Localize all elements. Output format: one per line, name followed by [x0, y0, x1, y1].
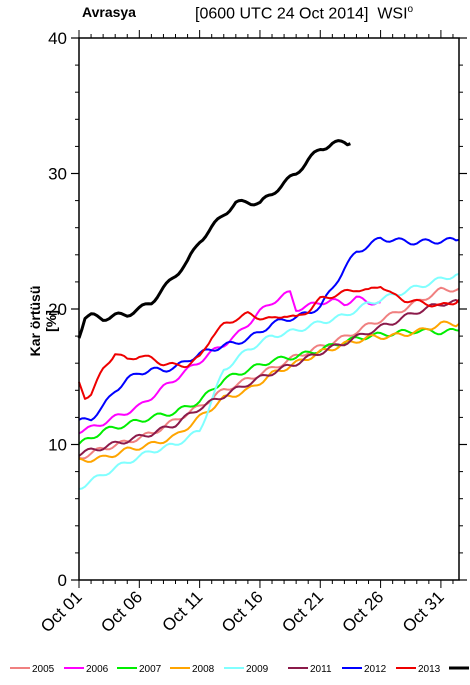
- legend-label-2006: 2006: [86, 664, 109, 675]
- x-tick-label-21: Oct 21: [278, 587, 327, 636]
- series-line-2014: [77, 139, 351, 339]
- brand-logo: WSI: [377, 5, 408, 23]
- series-line-2007: [78, 327, 460, 445]
- x-tick-label-31: Oct 31: [399, 587, 448, 636]
- brand-logo-sup: o: [407, 4, 414, 15]
- legend-label-2013: 2013: [418, 664, 441, 675]
- x-tick-label-1: Oct 01: [37, 587, 86, 636]
- legend-label-2009: 2009: [246, 664, 269, 675]
- series-line-2013: [78, 286, 460, 400]
- chart-timestamp: [0600 UTC 24 Oct 2014] WSIo: [195, 4, 413, 23]
- y-tick-label-0: 0: [58, 571, 67, 590]
- timestamp-text: [0600 UTC 24 Oct 2014]: [195, 5, 369, 23]
- y-tick-label-30: 30: [48, 165, 67, 184]
- legend-label-2005: 2005: [32, 664, 55, 675]
- x-tick-label-6: Oct 06: [97, 587, 146, 636]
- x-tick-label-11: Oct 11: [159, 587, 207, 635]
- chart-region-title: Avrasya: [82, 4, 136, 20]
- legend-label-2012: 2012: [364, 664, 387, 675]
- series-layer: [77, 139, 460, 490]
- legend-label-2011: 2011: [310, 664, 332, 675]
- legend-layer: 200520062007200820092011201220132014: [10, 664, 469, 675]
- y-tick-label-20: 20: [48, 300, 67, 319]
- series-line-2012: [78, 236, 460, 422]
- legend-label-2007: 2007: [139, 664, 162, 675]
- x-tick-label-26: Oct 26: [339, 587, 388, 636]
- y-tick-label-40: 40: [48, 29, 67, 48]
- legend-label-2008: 2008: [192, 664, 215, 675]
- x-tick-label-16: Oct 16: [218, 587, 267, 636]
- series-line-2006: [78, 290, 381, 435]
- y-tick-label-10: 10: [48, 436, 67, 455]
- series-line-2011: [78, 299, 460, 457]
